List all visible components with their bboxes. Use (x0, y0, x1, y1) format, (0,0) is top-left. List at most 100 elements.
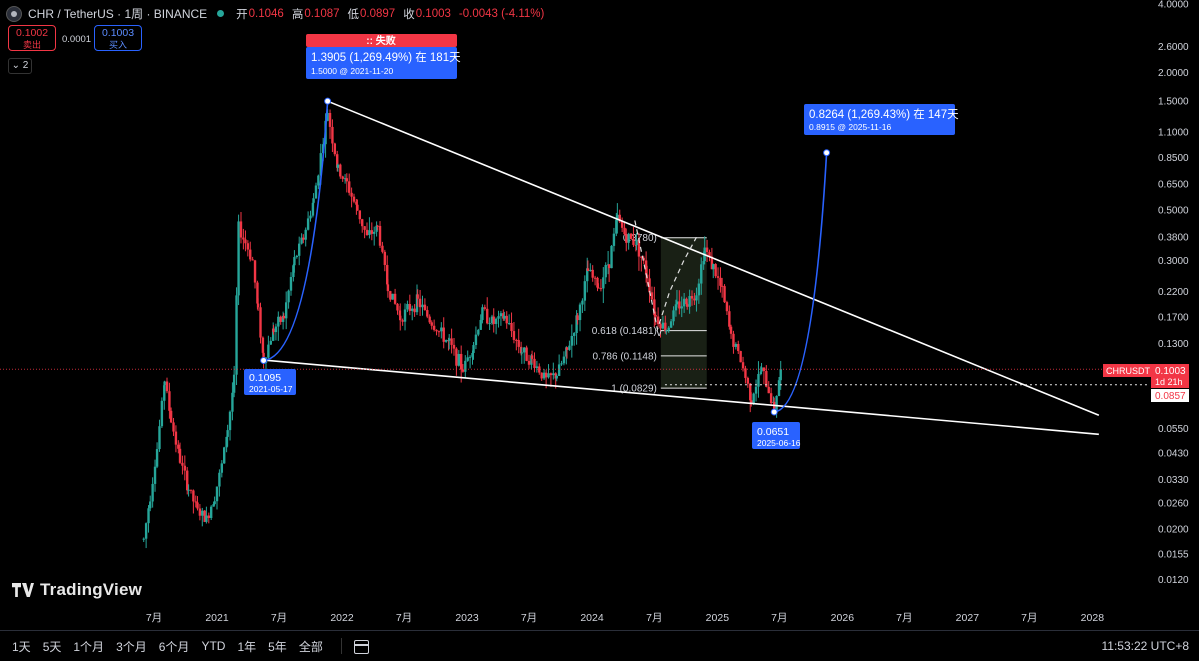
candle-body (519, 346, 523, 354)
candle-body (186, 470, 189, 491)
candle-body (728, 311, 731, 327)
candle-body (326, 112, 329, 121)
candle-body (568, 345, 571, 350)
market-open-icon (217, 10, 225, 17)
candle-body (336, 164, 340, 168)
candle-body (169, 410, 173, 423)
y-tick-label: 0.0430 (1158, 449, 1189, 460)
candle-body (440, 327, 443, 332)
candle-body (623, 227, 626, 235)
candle-body (775, 395, 778, 411)
sell-button[interactable]: 0.1002 卖出 (8, 25, 56, 51)
candle-body (391, 293, 394, 300)
clock[interactable]: 11:53:22 UTC+8 (1101, 639, 1190, 653)
candle-body (361, 219, 364, 227)
candle-body (355, 201, 358, 205)
candle-body (181, 462, 184, 466)
candle-body (406, 303, 409, 310)
candle-body (168, 391, 171, 411)
candle-body (350, 192, 353, 197)
candle-body (356, 204, 359, 211)
candle-body (479, 319, 482, 330)
candle-body (408, 303, 412, 311)
x-tick-label: 2027 (956, 612, 980, 624)
buy-button[interactable]: 0.1003 买入 (94, 25, 142, 51)
candle-body (261, 337, 265, 353)
range-ytd[interactable]: YTD (201, 639, 226, 653)
candle-body (667, 327, 670, 331)
candle-body (235, 295, 238, 375)
candle-body (700, 264, 703, 284)
candle-body (634, 244, 638, 246)
candle-body (421, 304, 424, 308)
candle-body (581, 300, 584, 305)
candle-body (488, 323, 491, 325)
candle-body (189, 489, 193, 491)
x-tick-label: 7月 (521, 612, 537, 624)
candle-body (375, 225, 378, 232)
candle-body (599, 288, 603, 290)
candle-body (319, 153, 322, 176)
candle-body (583, 281, 587, 301)
candle-body (607, 264, 611, 269)
range-1y[interactable]: 1年 (237, 639, 257, 654)
candle-body (455, 348, 458, 366)
candle-body (769, 393, 773, 403)
indicators-toggle[interactable]: ⌄ 2 (8, 58, 32, 74)
candle-body (472, 345, 475, 353)
candle-body (226, 430, 229, 437)
symbol-title[interactable]: CHR / TetherUS · 1周 · BINANCE (28, 7, 208, 21)
candle-body (693, 298, 696, 301)
candle-body (560, 363, 563, 365)
range-5y[interactable]: 5年 (268, 639, 287, 654)
candle-body (223, 447, 226, 464)
x-tick-label: 2024 (580, 612, 604, 624)
candle-body (525, 347, 528, 361)
candle-body (547, 373, 550, 378)
range-1m[interactable]: 1个月 (73, 639, 105, 654)
candle-body (194, 501, 197, 503)
open-label: 开 (236, 8, 248, 21)
candle-body (555, 375, 558, 379)
candle-body (517, 340, 520, 347)
candle-body (544, 372, 548, 378)
candle-body (437, 331, 441, 333)
y-tick-label: 0.8500 (1158, 153, 1189, 164)
range-1d[interactable]: 1天 (12, 639, 31, 654)
y-tick-label: 0.1700 (1158, 312, 1189, 323)
candle-body (515, 339, 518, 341)
price-chart[interactable]: 4.0000 2.6000 2.0000 1.5000 1.1000 0.8500 0.65… (0, 0, 1199, 630)
candle-body (757, 374, 760, 387)
candle-body (228, 411, 232, 431)
candle-body (739, 351, 742, 363)
candle-body (381, 245, 384, 252)
fail-label-text: :: 失败 (366, 34, 395, 47)
range-5d[interactable]: 5天 (42, 639, 62, 654)
candle-body (565, 347, 568, 357)
candle-body (149, 501, 152, 509)
candle-body (348, 181, 351, 193)
candle-body (192, 490, 195, 502)
range-3m[interactable]: 3个月 (116, 639, 147, 654)
range-all[interactable]: 全部 (298, 639, 323, 654)
candle-body (244, 239, 247, 244)
candle-body (612, 233, 616, 246)
candle-body (554, 373, 557, 379)
candle-body (386, 264, 389, 285)
top-move-label-text: 1.5000 @ 2021-11-20 (311, 66, 393, 76)
candle-body (468, 356, 472, 358)
calendar-icon[interactable] (340, 638, 369, 654)
chart-svg[interactable]: 4.0000 2.6000 2.0000 1.5000 1.1000 0.8500 0.65… (0, 0, 1199, 630)
last-price-tag-bg (1151, 364, 1189, 388)
candle-body (237, 221, 240, 296)
candle-body (415, 294, 419, 313)
candle-body (418, 298, 422, 308)
fib-level-label: 0.3780) (623, 233, 657, 244)
candle-body (705, 247, 709, 253)
candle-body (680, 306, 683, 309)
candle-body (708, 252, 711, 257)
spread-value: 0.0001 (62, 34, 92, 45)
range-6m[interactable]: 6个月 (158, 639, 190, 654)
candle-body (253, 260, 257, 283)
top-move-label-text: 1.3905 (1,269.49%) 在 181天 (311, 51, 461, 64)
